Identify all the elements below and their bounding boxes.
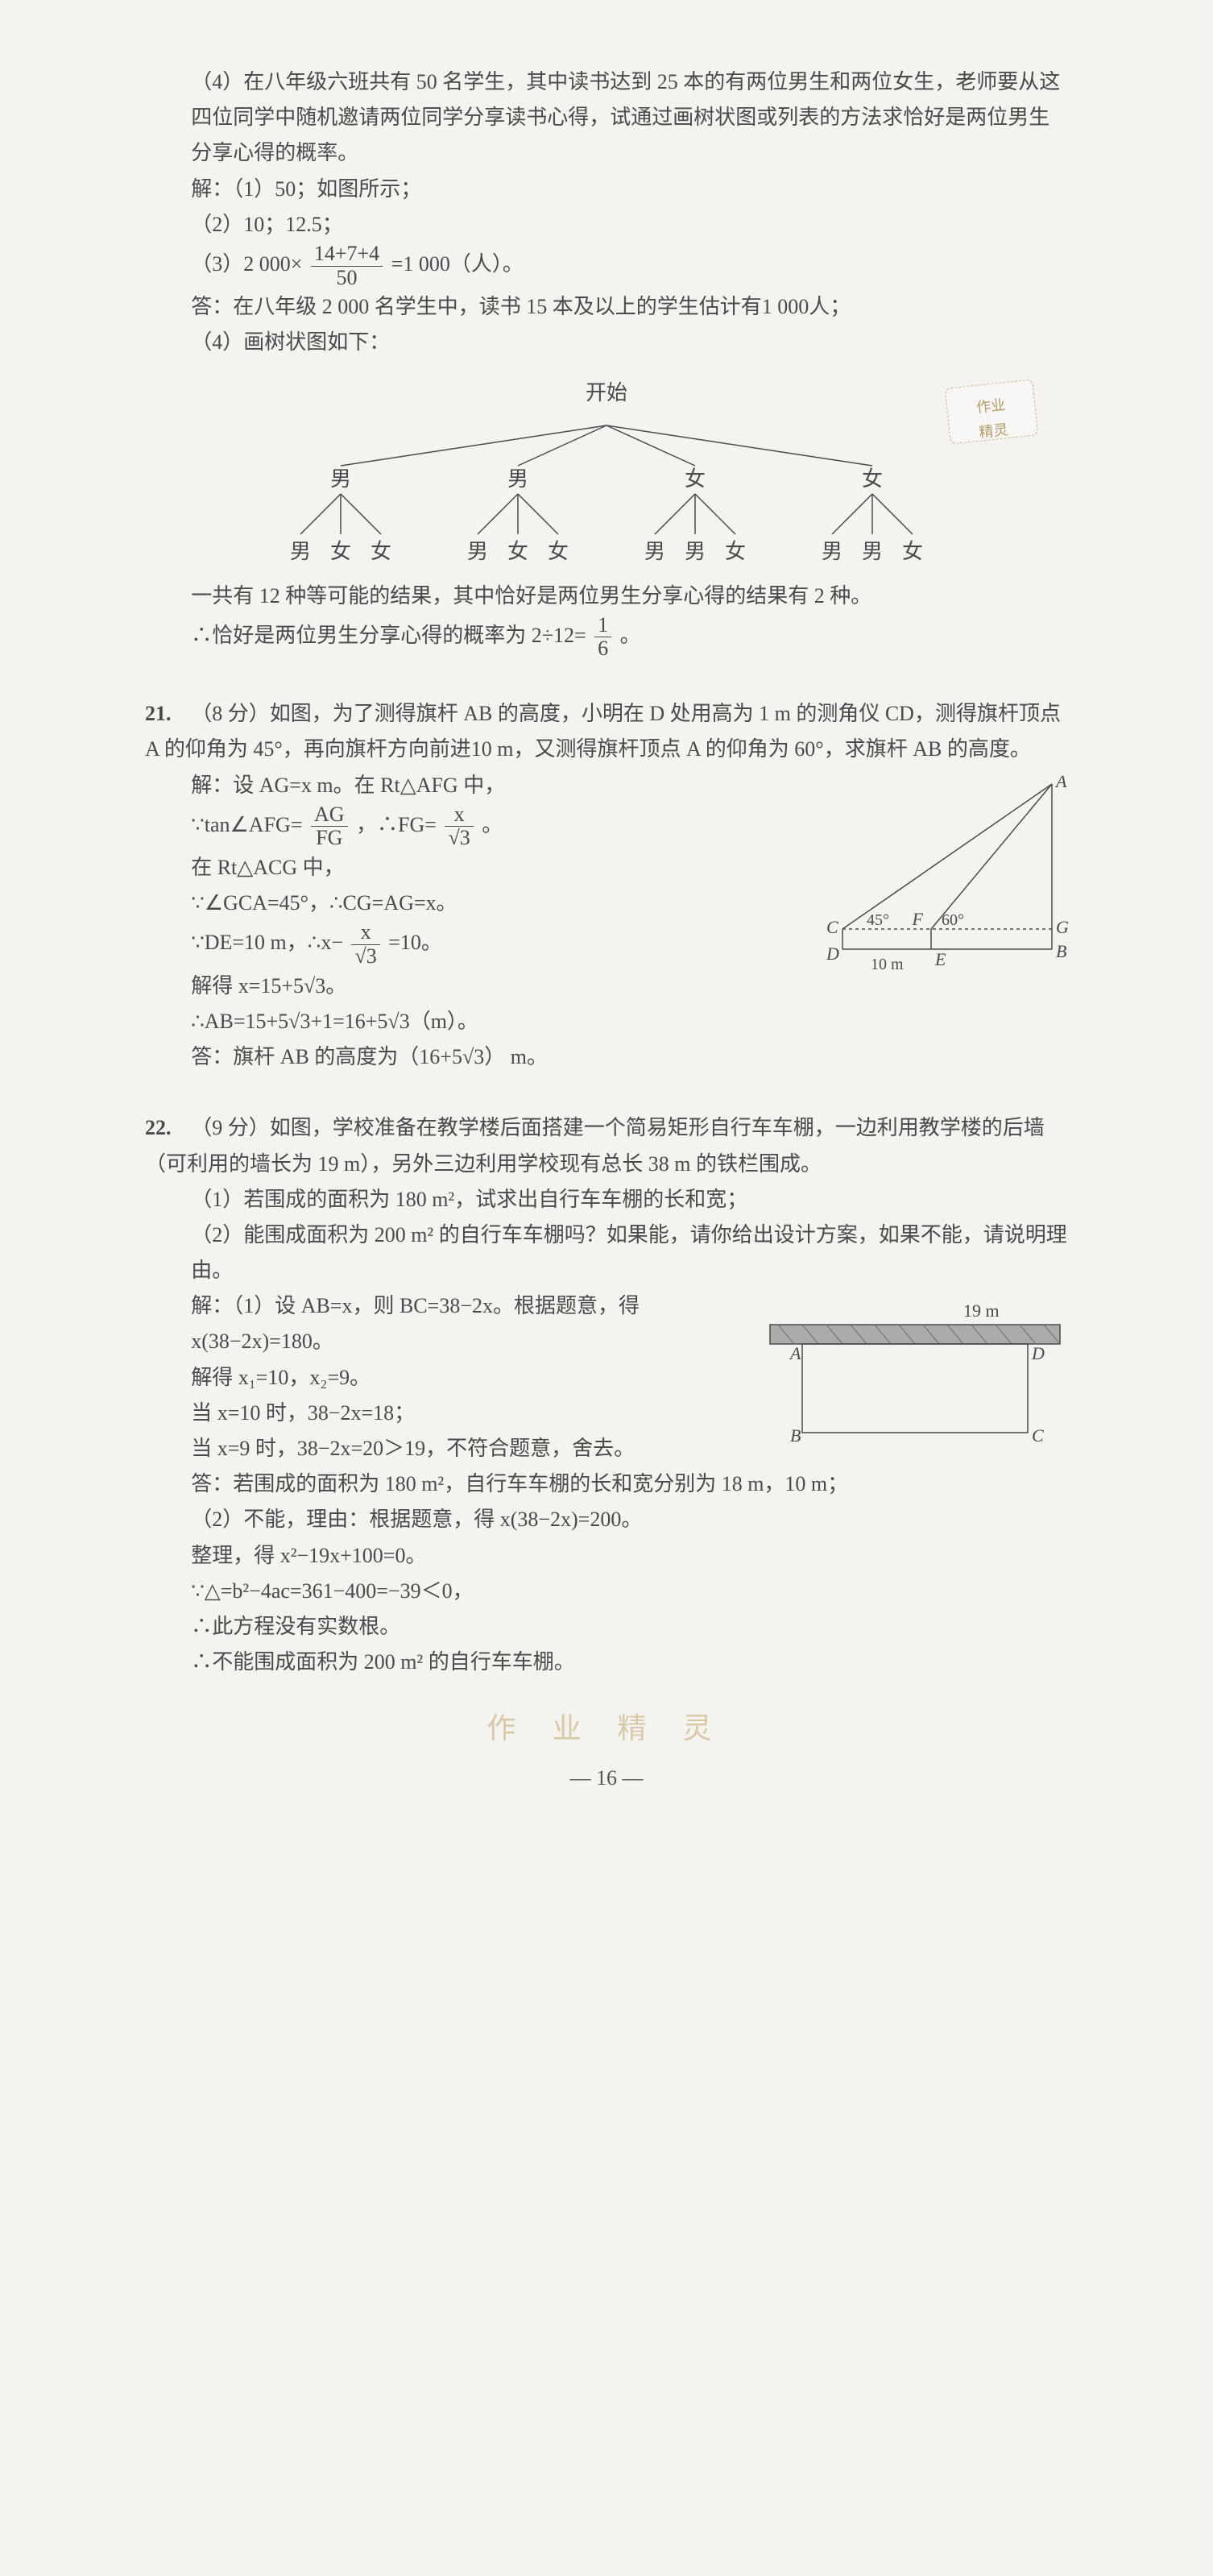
- q21-l8: 答：旗杆 AB 的高度为（16+5√3） m。: [191, 1039, 1068, 1075]
- tree-diagram: 作业 精灵 开始 男 男 女 女 男女女 男女女 男男女 男男女: [145, 375, 1068, 570]
- q20-sol3-pre: （3）2 000×: [191, 252, 302, 276]
- svg-text:D: D: [826, 944, 839, 964]
- svg-text:E: E: [934, 949, 946, 969]
- q22-stem: 如图，学校准备在教学楼后面搭建一个简易矩形自行车车棚，一边利用教学楼的后墙（可利…: [145, 1116, 1045, 1175]
- svg-text:A: A: [789, 1343, 801, 1363]
- watermark: 作 业 精 灵: [145, 1704, 1068, 1753]
- q22-score: （9 分）: [191, 1116, 270, 1139]
- svg-text:D: D: [1031, 1343, 1045, 1363]
- q21-stem: 如图，为了测得旗杆 AB 的高度，小明在 D 处用高为 1 m 的测角仪 CD，…: [145, 702, 1061, 761]
- q21-figure: A G B C D F E 45° 60° 10 m: [810, 776, 1068, 997]
- q20-sol4-head: （4）画树状图如下：: [191, 325, 1068, 360]
- q22-s11: ∴不能围成面积为 200 m² 的自行车车棚。: [191, 1645, 1068, 1680]
- svg-text:女: 女: [371, 540, 391, 563]
- q20-part4-text: （4）在八年级六班共有 50 名学生，其中读书达到 25 本的有两位男生和两位女…: [191, 64, 1068, 172]
- svg-text:男: 男: [822, 540, 842, 563]
- q22-s7: （2）不能，理由：根据题意，得 x(38−2x)=200。: [191, 1502, 1068, 1537]
- svg-text:男: 男: [467, 540, 488, 563]
- q22-block: 22.（9 分）如图，学校准备在教学楼后面搭建一个简易矩形自行车车棚，一边利用教…: [145, 1110, 1068, 1181]
- svg-text:男: 男: [685, 540, 706, 563]
- svg-text:女: 女: [330, 540, 351, 563]
- q20-sol1: 解：（1）50；如图所示；: [191, 172, 1068, 207]
- q22-s9: ∵△=b²−4ac=361−400=−39＜0，: [191, 1574, 1068, 1609]
- frac-den: 50: [311, 266, 383, 290]
- q21-block: 21.（8 分）如图，为了测得旗杆 AB 的高度，小明在 D 处用高为 1 m …: [145, 696, 1068, 767]
- svg-text:A: A: [1054, 776, 1067, 791]
- tc-frac: 1 6: [594, 614, 611, 661]
- svg-text:C: C: [1032, 1425, 1044, 1446]
- tree-summary: 一共有 12 种等可能的结果，其中恰好是两位男生分享心得的结果有 2 种。: [191, 579, 1068, 614]
- q21-score: （8 分）: [191, 702, 270, 725]
- page-number: — 16 —: [145, 1761, 1068, 1796]
- q21-num: 21.: [145, 696, 191, 732]
- q20-sol3-ans: 答：在八年级 2 000 名学生中，读书 15 本及以上的学生估计有1 000人…: [191, 289, 1068, 325]
- q20-sol3: （3）2 000× 14+7+4 50 =1 000（人）。: [191, 243, 1068, 289]
- tree-l1-3: 女: [862, 467, 883, 491]
- sticker-badge: 作业 精灵: [945, 379, 1039, 444]
- svg-text:B: B: [790, 1425, 801, 1446]
- tree-start: 开始: [145, 375, 1068, 411]
- svg-text:F: F: [912, 909, 924, 929]
- svg-text:G: G: [1056, 917, 1068, 937]
- svg-text:男: 男: [290, 540, 311, 563]
- svg-text:女: 女: [725, 540, 746, 563]
- svg-text:女: 女: [902, 540, 923, 563]
- svg-text:10 m: 10 m: [871, 956, 904, 973]
- tree-l1-0: 男: [330, 467, 351, 491]
- tree-conclusion: ∴恰好是两位男生分享心得的概率为 2÷12= 1 6 。: [191, 614, 1068, 661]
- svg-text:女: 女: [507, 540, 528, 563]
- svg-text:45°: 45°: [867, 911, 889, 929]
- svg-text:60°: 60°: [942, 911, 964, 929]
- q20-sol3-post: =1 000（人）。: [391, 252, 524, 276]
- svg-text:男: 男: [644, 540, 665, 563]
- q22-p2: （2）能围成面积为 200 m² 的自行车车棚吗？如果能，请你给出设计方案，如果…: [191, 1217, 1068, 1288]
- tree-l1-2: 女: [685, 467, 706, 491]
- q22-figure: 19 m A D B C: [762, 1296, 1068, 1461]
- q20-sol2: （2）10；12.5；: [191, 207, 1068, 243]
- q22-s6: 答：若围成的面积为 180 m²，自行车车棚的长和宽分别为 18 m，10 m；: [191, 1466, 1068, 1502]
- q22-p1: （1）若围成的面积为 180 m²，试求出自行车车棚的长和宽；: [191, 1182, 1068, 1217]
- frac-num: 14+7+4: [311, 243, 383, 266]
- svg-text:男: 男: [862, 540, 883, 563]
- svg-text:B: B: [1056, 941, 1066, 961]
- q21-l7: ∴AB=15+5√3+1=16+5√3（m）。: [191, 1004, 1068, 1039]
- q22-s10: ∴此方程没有实数根。: [191, 1609, 1068, 1645]
- tc-post: 。: [620, 624, 641, 647]
- tree-svg: 男 男 女 女 男女女 男女女 男男女 男男女: [244, 417, 969, 570]
- svg-text:女: 女: [548, 540, 569, 563]
- q20-sol3-frac: 14+7+4 50: [311, 243, 383, 289]
- q22-num: 22.: [145, 1110, 191, 1146]
- q22-s8: 整理，得 x²−19x+100=0。: [191, 1538, 1068, 1574]
- tree-l1-1: 男: [507, 467, 528, 491]
- tc-pre: ∴恰好是两位男生分享心得的概率为 2÷12=: [191, 624, 586, 647]
- svg-text:19 m: 19 m: [963, 1300, 1000, 1321]
- svg-text:C: C: [826, 917, 838, 937]
